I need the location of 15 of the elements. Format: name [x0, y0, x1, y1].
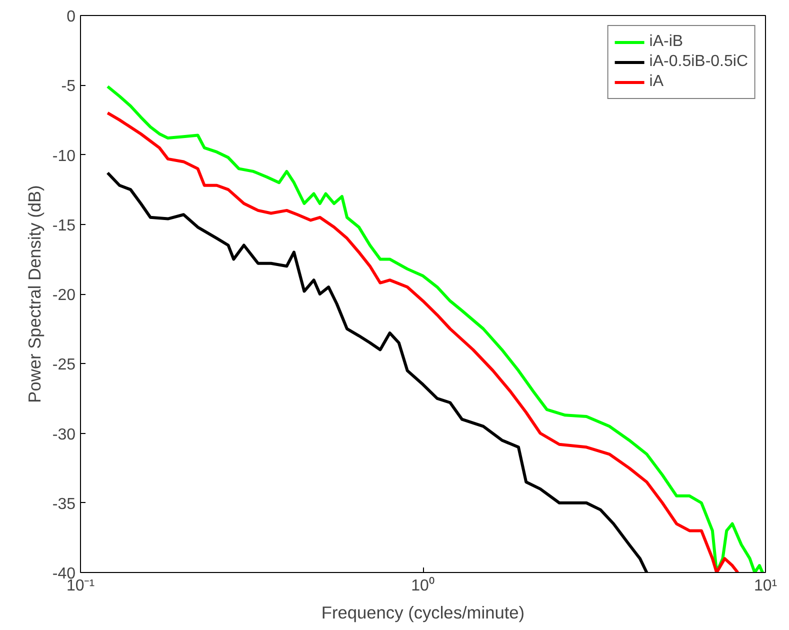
y-tick-label: -20 [52, 287, 76, 304]
y-tick-label: -25 [52, 356, 76, 374]
y-tick-label: -35 [52, 496, 76, 513]
legend-label: iA-0.5iB-0.5iC [649, 53, 748, 71]
y-axis-title: Power Spectral Density (dB) [24, 185, 44, 403]
y-tick-label: -10 [52, 148, 76, 165]
y-tick-label: -5 [61, 78, 76, 96]
y-tick-label: -30 [52, 426, 76, 444]
x-tick-label: 10¹ [754, 578, 778, 594]
legend-label: iA [649, 73, 665, 91]
legend-label: iA-iB [649, 33, 684, 51]
x-axis-title: Frequency (cycles/minute) [321, 602, 525, 622]
x-tick-label: 10⁰ [411, 576, 435, 594]
y-tick-label: -15 [52, 217, 76, 234]
y-tick-label: 0 [66, 8, 76, 26]
